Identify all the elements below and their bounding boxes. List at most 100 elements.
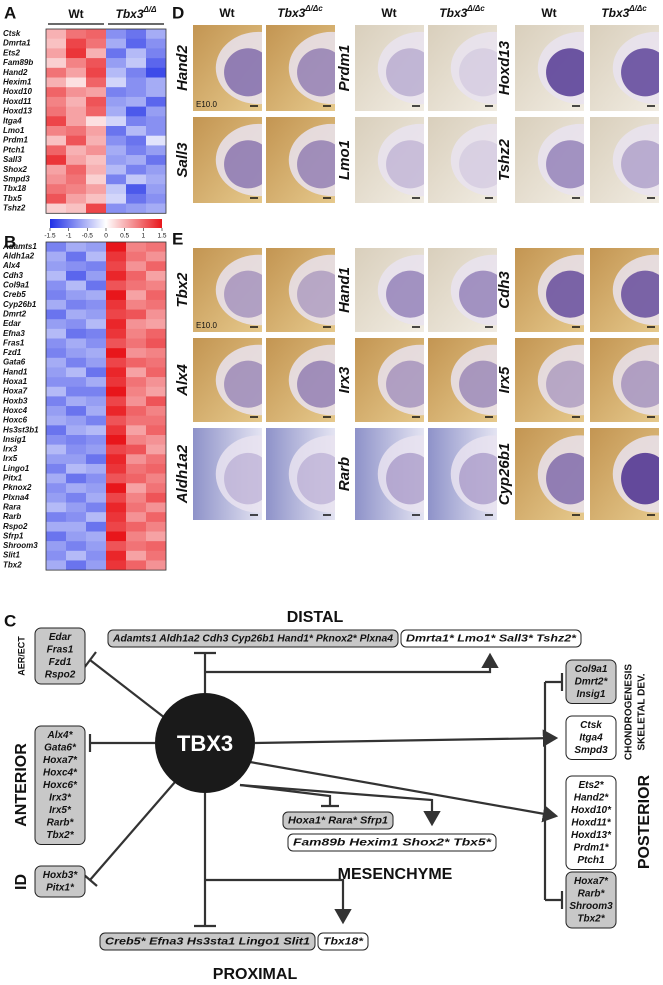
heatmap-cell: [46, 280, 66, 291]
heatmap-cell: [86, 512, 106, 523]
heatmap-cell: [106, 492, 126, 503]
colorbar-tick-label: 0.5: [120, 233, 129, 240]
heatmap-cell: [86, 309, 106, 320]
limb-bud: [377, 123, 424, 197]
heatmap-cell: [46, 377, 66, 388]
gene-label: Hoxa7: [3, 387, 28, 396]
heatmap-cell: [46, 242, 66, 252]
heatmap-cell: [126, 184, 146, 195]
heatmap-cell: [46, 106, 66, 117]
heatmap-cell: [46, 58, 66, 69]
heatmap-cell: [86, 164, 106, 175]
heatmap-cell: [66, 550, 86, 561]
gene-list-item: Hoxa7*: [574, 876, 609, 887]
heatmap-cell: [126, 463, 146, 474]
heatmap-cell: [146, 425, 166, 436]
limb-bud: [288, 123, 335, 197]
heatmap-cell: [66, 406, 86, 416]
gene-list: Hoxa1* Rara* Sfrp1: [288, 816, 388, 827]
heatmap-cell: [46, 67, 66, 78]
heatmap-cell: [106, 251, 126, 262]
expression-domain: [459, 360, 497, 408]
column-header: Tbx3Δ/Δc: [439, 4, 485, 20]
gene-list-item: Tbx2*: [577, 913, 605, 924]
limb-bud: [215, 344, 262, 416]
gene-label: Hexim1: [3, 77, 32, 86]
heatmap-cell: [66, 48, 86, 59]
header-text: Tbx3: [439, 6, 467, 20]
gene-list-item: Fzd1: [49, 657, 72, 668]
heatmap-cell: [146, 77, 166, 88]
header-text: Wt: [541, 6, 556, 20]
gene-image-label: Cdh3: [496, 271, 513, 309]
gene-box: [34, 865, 86, 898]
heatmap-cell: [46, 164, 66, 175]
expression-domain: [386, 360, 424, 408]
expression-domain: [546, 452, 584, 505]
heatmap-cell: [106, 328, 126, 339]
heatmap-cell: [86, 541, 106, 552]
heatmap-cell: [86, 261, 106, 272]
gene-list-item: Fras1: [47, 644, 74, 655]
heatmap-cell: [66, 67, 86, 78]
header-sup: Δ/Δc: [304, 4, 323, 13]
gene-label: Cyp26b1: [3, 300, 37, 309]
gene-label: Pknox2: [3, 483, 32, 492]
gene-list-item: Itga4: [579, 732, 603, 743]
gene-label: Smpd3: [3, 174, 30, 183]
heatmap-cell: [66, 560, 86, 571]
heatmap-cell: [46, 261, 66, 272]
gene-label: Fam89b: [3, 58, 33, 67]
expression-domain: [297, 360, 335, 408]
gene-label: Gata6: [3, 358, 26, 367]
heatmap-cell: [126, 435, 146, 445]
gene-label: Tshz2: [3, 204, 26, 213]
expression-domain: [224, 270, 262, 318]
heatmap-cell: [106, 396, 126, 407]
gene-box: [99, 932, 316, 951]
colorbar: [50, 219, 162, 228]
heatmap-cell: [46, 309, 66, 320]
gene-label: Tbx18: [3, 184, 27, 193]
gene-box: [34, 725, 86, 845]
heatmap-cell: [146, 29, 166, 39]
expression-domain: [224, 360, 262, 408]
heatmap-cell: [126, 242, 146, 252]
heatmap-cell: [86, 415, 106, 426]
heatmap-cell: [106, 58, 126, 69]
heatmap-cell: [126, 87, 146, 98]
heatmap-cell: [66, 454, 86, 465]
heatmap-cell: [146, 155, 166, 166]
expression-domain: [621, 48, 659, 97]
heatmap-cell: [46, 415, 66, 426]
gene-list-item: Alx4*: [46, 730, 73, 741]
gene-list-item: Shroom3: [569, 901, 613, 912]
heatmap-cell: [126, 174, 146, 185]
heatmap-cell: [66, 483, 86, 494]
heatmap-cell: [146, 473, 166, 484]
heatmap-cell: [146, 502, 166, 513]
heatmap-cell: [66, 174, 86, 185]
heatmap-cell: [46, 299, 66, 310]
heatmap-cell: [66, 348, 86, 359]
heatmap-cell: [86, 521, 106, 532]
heatmap-cell: [46, 29, 66, 39]
gene-label: Slit1: [3, 551, 20, 560]
embryo-image: [355, 428, 424, 520]
heatmap-cell: [66, 512, 86, 523]
gene-list-item: Hoxb3*: [43, 870, 79, 881]
heatmap-cell: [86, 444, 106, 455]
heatmap-cell: [106, 29, 126, 39]
tbx3-node: [155, 693, 255, 793]
expression-domain: [621, 140, 659, 189]
gene-label: Shox2: [3, 165, 28, 174]
gene-list-item: Hoxa7*: [43, 755, 78, 766]
panel-label: E: [172, 229, 183, 248]
limb-bud: [288, 254, 335, 326]
gene-image-label: Irx5: [496, 366, 513, 393]
heatmap-cell: [146, 67, 166, 78]
gene-box: [565, 871, 617, 929]
heatmap-cell: [86, 48, 106, 59]
gene-label: Shroom3: [3, 541, 38, 550]
heatmap-cell: [146, 541, 166, 552]
